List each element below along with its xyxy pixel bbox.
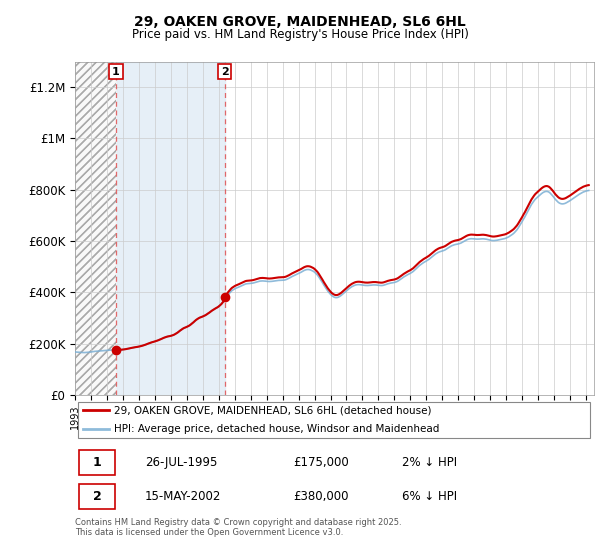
FancyBboxPatch shape [79,484,115,508]
Text: HPI: Average price, detached house, Windsor and Maidenhead: HPI: Average price, detached house, Wind… [114,423,439,433]
Text: 2: 2 [221,67,229,77]
Text: 29, OAKEN GROVE, MAIDENHEAD, SL6 6HL (detached house): 29, OAKEN GROVE, MAIDENHEAD, SL6 6HL (de… [114,405,431,415]
Text: £380,000: £380,000 [293,489,349,503]
Text: 1: 1 [93,456,101,469]
Text: £175,000: £175,000 [293,456,349,469]
Text: 26-JUL-1995: 26-JUL-1995 [145,456,217,469]
Text: 1: 1 [112,67,120,77]
Text: 6% ↓ HPI: 6% ↓ HPI [402,489,457,503]
FancyBboxPatch shape [79,450,115,475]
Text: Price paid vs. HM Land Registry's House Price Index (HPI): Price paid vs. HM Land Registry's House … [131,28,469,41]
Bar [116,62,224,395]
FancyBboxPatch shape [77,402,590,438]
Text: 29, OAKEN GROVE, MAIDENHEAD, SL6 6HL: 29, OAKEN GROVE, MAIDENHEAD, SL6 6HL [134,15,466,29]
Text: 15-MAY-2002: 15-MAY-2002 [145,489,221,503]
Text: 2: 2 [93,489,101,503]
Text: 2% ↓ HPI: 2% ↓ HPI [402,456,457,469]
Text: Contains HM Land Registry data © Crown copyright and database right 2025.
This d: Contains HM Land Registry data © Crown c… [75,518,401,538]
Bar [75,62,116,395]
